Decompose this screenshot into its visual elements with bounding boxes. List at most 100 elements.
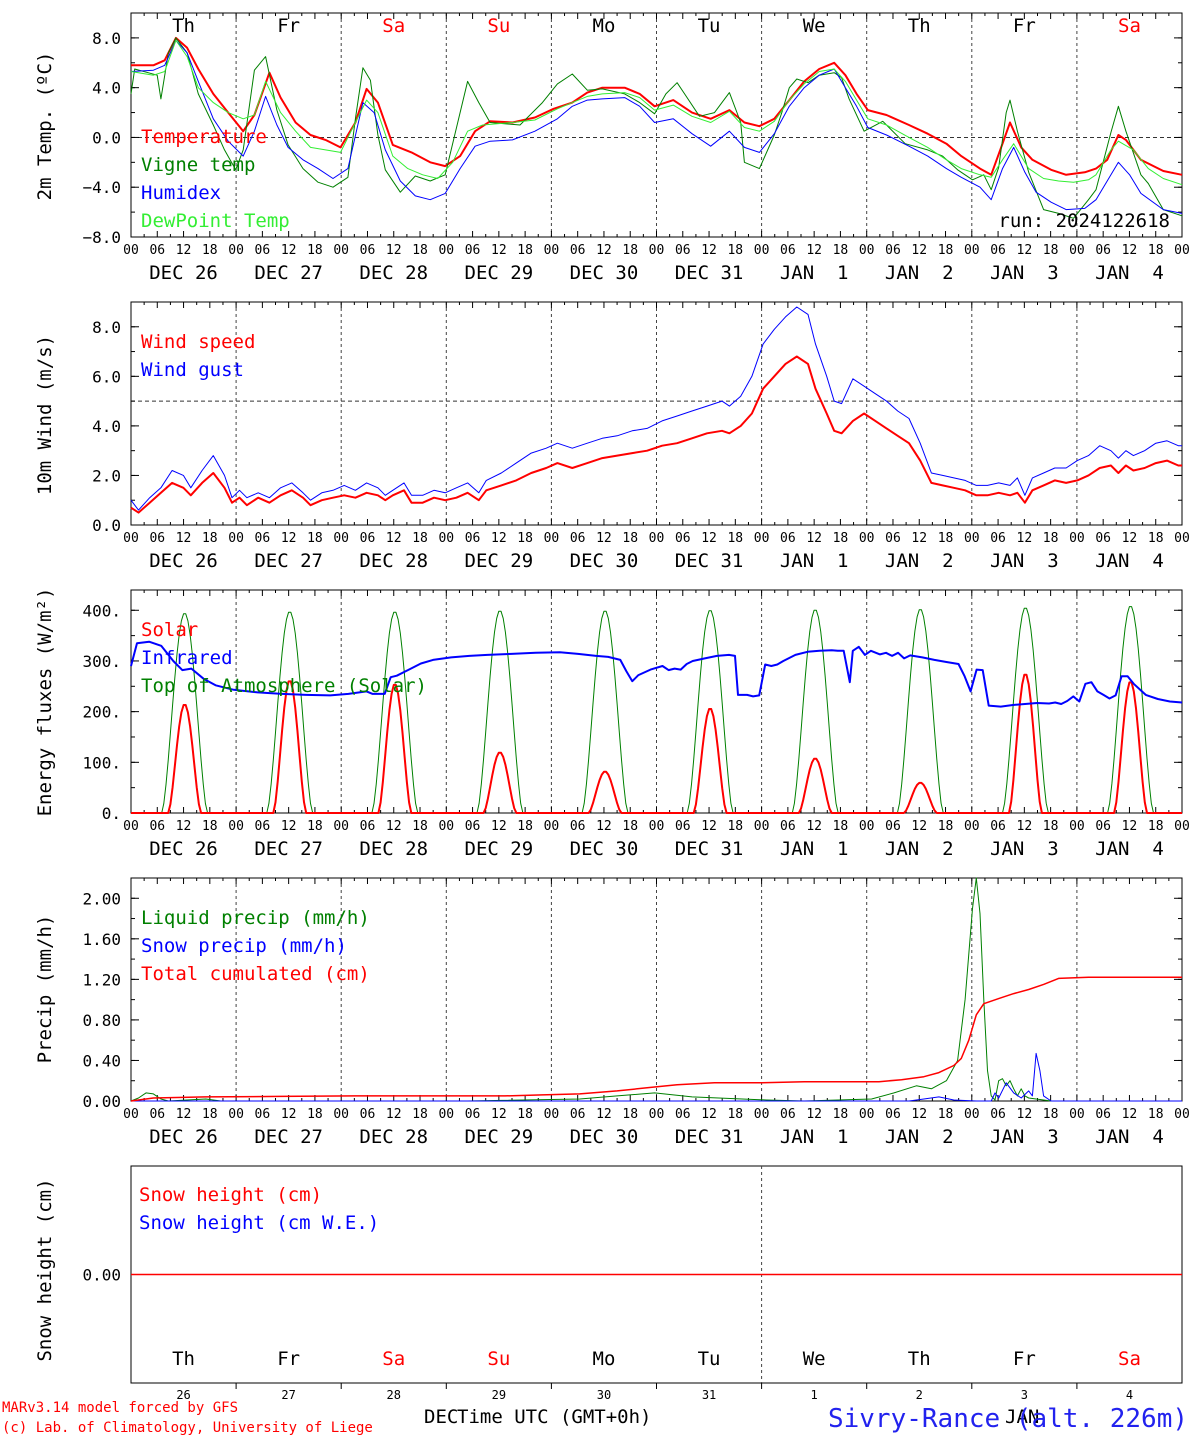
x-hour-label: 12 (596, 243, 612, 258)
y-tick-label: 4.0 (92, 79, 121, 98)
plot-frame (130, 589, 1183, 814)
weekday-label: Su (487, 1348, 510, 1370)
x-hour-label: 06 (255, 1107, 271, 1122)
x-hour-label: 12 (911, 243, 927, 258)
x-hour-label: 18 (1043, 243, 1059, 258)
x-hour-label: 00 (649, 1107, 665, 1122)
series-line-vigne-temp (130, 37, 1183, 219)
x-date-label: DEC 30 (570, 1126, 639, 1148)
x-hour-label: 06 (255, 243, 271, 258)
x-day-number: 31 (702, 1388, 716, 1402)
x-hour-label: 18 (833, 1107, 849, 1122)
x-hour-label: 00 (123, 819, 139, 834)
x-hour-label: 18 (622, 819, 638, 834)
x-hour-label: 06 (360, 819, 376, 834)
x-hour-label: 12 (176, 243, 192, 258)
weekday-label: Th (908, 15, 931, 37)
x-hour-label: 06 (255, 531, 271, 546)
x-date-label: JAN 4 (1095, 550, 1164, 572)
footer-credit-line1: MARv3.14 model forced by GFS (2, 1400, 238, 1416)
x-date-label: DEC 30 (570, 838, 639, 860)
x-hour-label: 00 (964, 1107, 980, 1122)
x-hour-label: 06 (675, 531, 691, 546)
legend-entry: DewPoint Temp (141, 210, 290, 232)
x-hour-label: 00 (1174, 819, 1190, 834)
x-hour-label: 06 (465, 1107, 481, 1122)
x-hour-label: 18 (1043, 531, 1059, 546)
weekday-label: We (803, 1348, 826, 1370)
y-tick-label: −4.0 (82, 178, 121, 197)
x-hour-label: 18 (307, 531, 323, 546)
panels: 8.0 4.0 0.0 −4.0 −8.0 2m Temp. (ºC) Th Fr Sa Su Mo… (34, 12, 1190, 1402)
x-hour-label: 06 (885, 1107, 901, 1122)
x-hour-label: 06 (1095, 819, 1111, 834)
x-date-label: DEC 28 (359, 838, 428, 860)
panel-flux: 400. 300. 200. 100. 0. Energy fluxes (W/m²) 00… (34, 588, 1190, 860)
x-hour-label: 00 (754, 1107, 770, 1122)
y-tick-label: 100. (82, 753, 121, 772)
x-hour-label: 06 (149, 531, 165, 546)
x-hour-label: 06 (360, 1107, 376, 1122)
x-date-label: DEC 28 (359, 550, 428, 572)
x-hour-label: 06 (780, 531, 796, 546)
x-hour-label: 00 (859, 243, 875, 258)
x-hour-label: 18 (202, 531, 218, 546)
weekday-label: Tu (698, 1348, 721, 1370)
x-hour-label: 06 (149, 243, 165, 258)
legend-entry: Wind gust (141, 359, 244, 381)
x-date-label: JAN 4 (1095, 838, 1164, 860)
y-tick-label: 1.60 (82, 930, 121, 949)
x-hour-label: 12 (176, 1107, 192, 1122)
x-hour-label: 18 (938, 531, 954, 546)
x-date-label: DEC 27 (254, 1126, 323, 1148)
legend-entry: Snow height (cm W.E.) (139, 1212, 379, 1234)
x-date-label: DEC 28 (359, 262, 428, 284)
x-hour-label: 12 (1017, 1107, 1033, 1122)
x-date-label: DEC 29 (465, 262, 534, 284)
x-hour-label: 18 (202, 819, 218, 834)
x-hour-label: 18 (938, 243, 954, 258)
y-tick-label: 2.00 (82, 889, 121, 908)
x-date-label: DEC 30 (570, 550, 639, 572)
x-hour-label: 12 (911, 531, 927, 546)
series-line-dewpoint-temp (130, 39, 1183, 186)
x-hour-label: 00 (859, 819, 875, 834)
weekday-label: Sa (1118, 1348, 1141, 1370)
y-tick-label: 2.0 (92, 466, 121, 485)
x-hour-label: 06 (465, 531, 481, 546)
y-tick-label: 400. (82, 601, 121, 620)
x-date-label: DEC 30 (570, 262, 639, 284)
x-hour-label: 06 (1095, 243, 1111, 258)
x-hour-label: 00 (438, 531, 454, 546)
x-day-number: 26 (176, 1388, 190, 1402)
x-hour-label: 18 (1043, 819, 1059, 834)
x-hour-label: 12 (806, 1107, 822, 1122)
x-hour-label: 12 (596, 531, 612, 546)
x-hour-label: 00 (228, 243, 244, 258)
y-tick-label: 300. (82, 652, 121, 671)
x-hour-label: 00 (333, 243, 349, 258)
x-hour-label: 00 (123, 1107, 139, 1122)
y-tick-label: 4.0 (92, 417, 121, 436)
x-hour-label: 00 (123, 243, 139, 258)
x-hour-label: 12 (491, 819, 507, 834)
x-hour-label: 12 (491, 1107, 507, 1122)
x-hour-label: 12 (281, 1107, 297, 1122)
x-hour-label: 12 (1122, 819, 1138, 834)
x-day-number: 1 (811, 1388, 818, 1402)
x-hour-label: 00 (1069, 1107, 1085, 1122)
x-hour-label: 12 (1122, 1107, 1138, 1122)
y-axis-label: Precip (mm/h) (34, 915, 56, 1064)
weekday-label: Fr (277, 15, 300, 37)
x-date-label: DEC 28 (359, 1126, 428, 1148)
panel-precip: 2.00 1.60 1.20 0.80 0.40 0.00 Precip (mm/h) 00 0… (34, 877, 1190, 1148)
x-date-label: DEC 27 (254, 262, 323, 284)
weekday-label: Mo (593, 15, 616, 37)
x-hour-label: 18 (412, 1107, 428, 1122)
weekday-label: Th (908, 1348, 931, 1370)
x-hour-label: 18 (938, 819, 954, 834)
x-hour-label: 12 (806, 243, 822, 258)
x-hour-label: 18 (202, 243, 218, 258)
x-day-number: 28 (387, 1388, 401, 1402)
x-hour-label: 12 (911, 819, 927, 834)
